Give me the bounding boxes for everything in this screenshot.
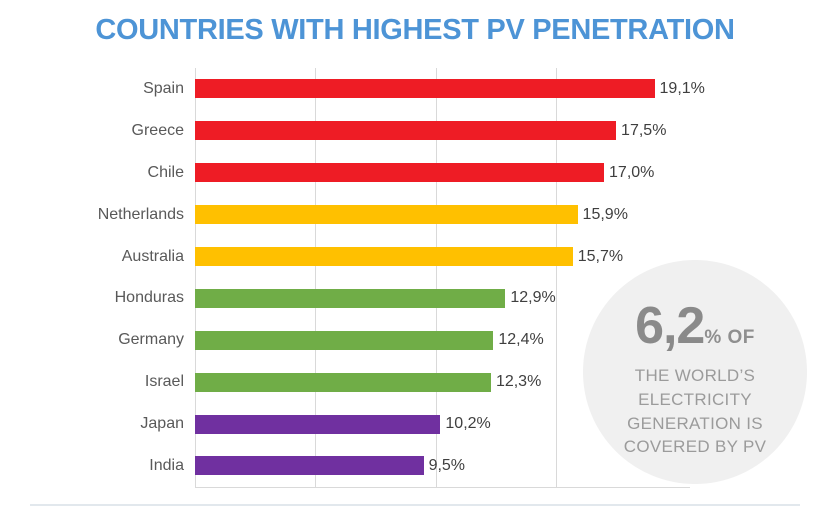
bar (195, 79, 655, 99)
category-label: India (149, 456, 184, 474)
pv-world-share-badge: 6,2% OF THE WORLD’S ELECTRICITY GENERATION… (583, 260, 807, 484)
bar-row-greece: Greece 17,5% (0, 110, 830, 152)
badge-suffix: % OF (704, 327, 755, 348)
bar (195, 456, 424, 476)
badge-big-value: 6,2 (635, 297, 705, 355)
bar (195, 205, 578, 225)
category-label: Honduras (114, 289, 184, 307)
value-label: 17,5% (621, 121, 667, 139)
bar-row-australia: Australia 15,7% (0, 236, 830, 278)
badge-caption-line: COVERED BY PV (623, 437, 767, 457)
bar-row-chile: Chile 17,0% (0, 152, 830, 194)
bar (195, 163, 605, 183)
category-label: Netherlands (97, 205, 184, 223)
badge-caption-line: THE WORLD’S (634, 366, 756, 385)
chart-title: COUNTRIES WITH HIGHEST PV PENETRATION (95, 14, 735, 46)
value-label: 19,1% (659, 79, 705, 97)
category-label: Greece (131, 121, 184, 139)
bar (195, 414, 441, 434)
category-label: Israel (144, 373, 184, 391)
value-label: 10,2% (445, 415, 491, 433)
value-label: 15,7% (577, 247, 624, 265)
category-label: Spain (143, 79, 184, 97)
category-label: Japan (140, 415, 184, 433)
bar (195, 121, 617, 141)
category-label: Germany (118, 331, 184, 349)
gridline-0pct (195, 68, 196, 487)
bottom-divider-line (30, 504, 800, 506)
badge-caption-line: ELECTRICITY (638, 389, 752, 409)
gridline-10pct (435, 68, 437, 487)
value-label: 12,9% (510, 289, 556, 307)
bar-chart: Spain 19,1% Greece 17,5% Chile 17,0% Netherlan… (0, 68, 830, 488)
badge-value-line: 6,2% OF (583, 300, 807, 352)
bar (195, 372, 491, 392)
bar-row-india: India 9,5% (0, 445, 830, 487)
gridline-15pct (555, 68, 557, 487)
bar-row-israel: Israel 12,3% (0, 361, 830, 403)
bar-row-netherlands: Netherlands 15,9% (0, 194, 830, 236)
badge-caption: THE WORLD’S ELECTRICITY GENERATION IS COVER… (583, 364, 807, 459)
bar-row-germany: Germany 12,4% (0, 319, 830, 361)
bar-row-honduras: Honduras 12,9% (0, 277, 830, 319)
gridline-5pct (315, 68, 317, 487)
value-label: 12,3% (495, 373, 542, 391)
bar-row-spain: Spain 19,1% (0, 68, 830, 110)
category-axis-line (195, 487, 690, 488)
badge-caption-line: GENERATION IS (627, 413, 763, 433)
category-label: Chile (147, 163, 184, 181)
bar (195, 330, 494, 350)
value-label: 17,0% (609, 163, 655, 181)
bar-row-japan: Japan 10,2% (0, 403, 830, 445)
category-label: Australia (121, 247, 184, 265)
bar (195, 288, 506, 308)
bar (195, 247, 573, 266)
value-label: 12,4% (498, 331, 544, 349)
value-label: 15,9% (582, 205, 628, 223)
value-label: 9,5% (428, 456, 466, 474)
